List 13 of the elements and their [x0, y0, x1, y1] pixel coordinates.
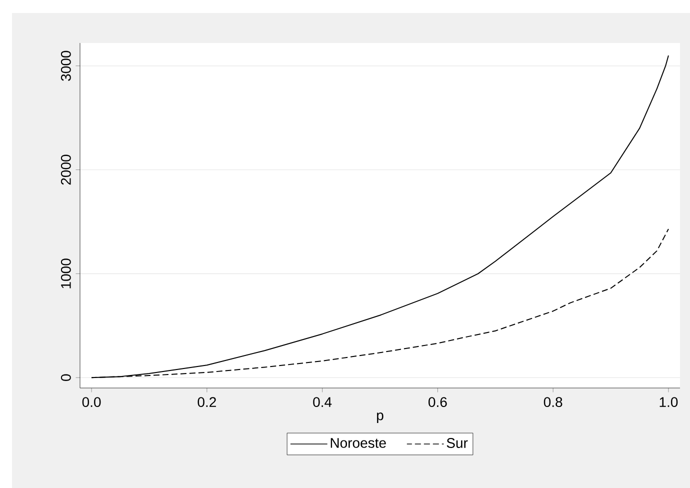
x-tick-label: 0.6: [428, 397, 447, 408]
x-tick-label: 0.0: [82, 397, 101, 408]
x-axis-title: p: [377, 412, 384, 423]
y-tick-label: 3000: [60, 50, 71, 81]
x-tick-label: 0.4: [313, 397, 332, 408]
y-tick-label: 1000: [60, 258, 71, 288]
x-tick-label: 1.0: [660, 397, 678, 408]
x-tick-label: 0.8: [544, 397, 562, 408]
legend-label: Noroeste: [330, 438, 386, 448]
y-tick-label: 2000: [60, 154, 71, 185]
legend-label: Sur: [446, 438, 468, 448]
x-tick-label: 0.2: [198, 397, 216, 408]
y-tick-label: 0: [60, 374, 71, 381]
